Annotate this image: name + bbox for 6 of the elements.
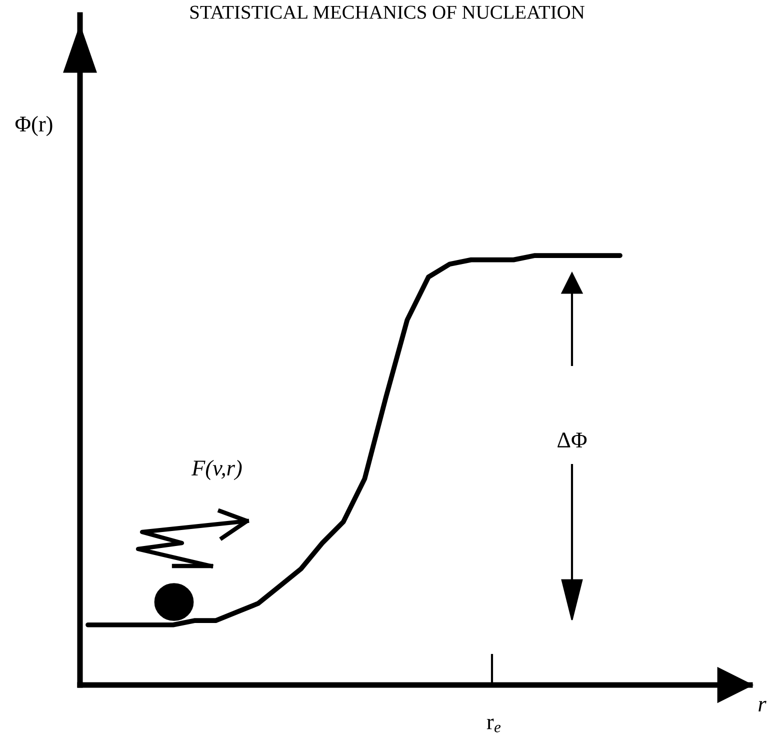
text: r$_{e}$ [486,718,501,732]
text: Φ(r) [15,116,52,136]
chart-title: STATISTICAL MECHANICS OF NUCLEATION [190,6,584,19]
text: r [758,700,766,712]
annotation: F(v,r) [191,460,242,480]
annotation: ΔΦ [558,432,587,448]
